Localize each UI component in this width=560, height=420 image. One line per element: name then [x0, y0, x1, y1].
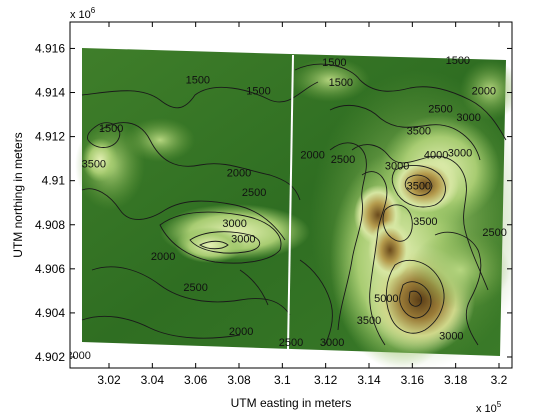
y-tick-label: 4.91 [42, 174, 66, 188]
contour-label: 2500 [428, 103, 452, 115]
y-tick-label: 4.906 [35, 262, 65, 276]
data-seam [287, 54, 294, 351]
contour-label: 3500 [413, 216, 437, 228]
contour-lines [81, 63, 507, 346]
x-tick-label: 3.12 [314, 373, 338, 387]
x-tick-label: 3.16 [401, 373, 425, 387]
contour-label: 2500 [331, 154, 355, 166]
x-tick-label: 3.18 [444, 373, 468, 387]
contour-label: 1500 [329, 77, 353, 89]
x-axis: 3.02 3.04 3.06 3.08 3.1 3.12 3.14 3.16 3.18 3.2 [97, 22, 508, 387]
y-tick-label: 4.914 [35, 86, 65, 100]
x-tick-label: 3.2 [491, 373, 508, 387]
y-tick-label: 4.912 [35, 130, 65, 144]
y-axis-title: UTM northing in meters [11, 132, 25, 257]
contour-label: 3000 [456, 112, 480, 124]
contour-label: 2000 [229, 326, 253, 338]
y-axis-exponent: x 106 [70, 6, 96, 21]
axes-frame [69, 21, 513, 369]
contour-label: 3500 [82, 158, 106, 170]
y-tick-label: 4.908 [35, 218, 65, 232]
y-tick-label: 4.902 [35, 350, 65, 364]
contour-label: 1500 [446, 55, 470, 67]
contour-label: 3000 [448, 147, 472, 159]
x-tick-label: 3.06 [184, 373, 208, 387]
contour-label: 1500 [186, 75, 210, 87]
x-axis-title: UTM easting in meters [231, 396, 352, 410]
x-tick-label: 3.02 [97, 373, 121, 387]
contour-label: 2000 [151, 251, 175, 263]
contour-label: 3000 [439, 330, 463, 342]
contour-label: 2500 [279, 337, 303, 349]
contour-label: 2000 [472, 86, 496, 98]
contour-label: 2000 [300, 150, 324, 162]
contour-label: 4000 [424, 150, 448, 162]
x-tick-label: 3.08 [227, 373, 251, 387]
contour-label: 2500 [183, 282, 207, 294]
contour-label: 3000 [231, 233, 255, 245]
y-axis: 4.902 4.904 4.906 4.908 4.91 4.912 4.914 4.916 [35, 41, 512, 364]
contour-label: 5000 [374, 293, 398, 305]
contour-label: 1500 [99, 123, 123, 135]
contour-label: 2500 [242, 187, 266, 199]
contour-label: 1500 [322, 57, 346, 69]
y-tick-label: 4.904 [35, 306, 65, 320]
x-tick-label: 3.14 [357, 373, 381, 387]
contour-label: 3500 [357, 315, 381, 327]
x-axis-exponent: x 105 [476, 400, 502, 415]
elevation-surface [75, 48, 512, 368]
contour-label: 3500 [407, 125, 431, 137]
x-tick-label: 3.04 [141, 373, 165, 387]
contour-label: 3000 [320, 337, 344, 349]
contour-label: 1500 [246, 86, 270, 98]
contour-label: 2500 [482, 227, 506, 239]
contour-label: 3500 [407, 180, 431, 192]
x-tick-label: 3.1 [274, 373, 291, 387]
contour-label: 2000 [227, 167, 251, 179]
contour-label: 2000 [66, 350, 90, 362]
y-tick-label: 4.916 [35, 41, 65, 55]
contour-labels: 1500 1500 1500 1500 1500 1500 2000 3000 2500 3500… [66, 55, 507, 362]
contour-label: 3000 [222, 218, 246, 230]
contour-label: 3000 [385, 161, 409, 173]
